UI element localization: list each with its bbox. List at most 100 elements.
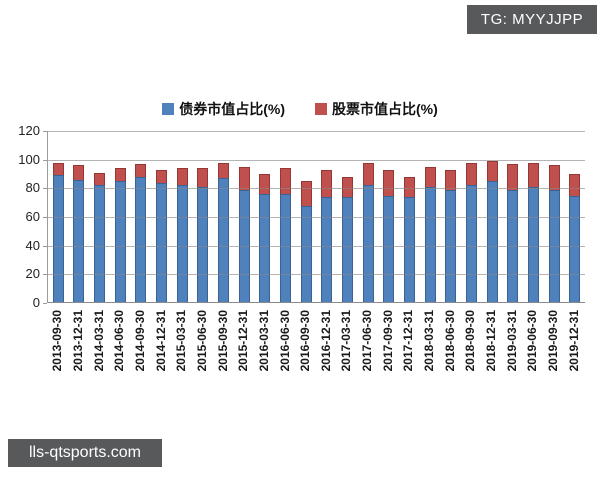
legend-swatch-stock — [315, 103, 327, 115]
bar-segment-stock — [218, 162, 230, 179]
bar-2015-12-31 — [238, 166, 250, 303]
bar-segment-bond — [486, 181, 498, 303]
x-tick-label-2017-06-30: 2017-06-30 — [360, 310, 375, 372]
bar-segment-bond — [321, 196, 333, 303]
x-tick-label-2019-06-30: 2019-06-30 — [525, 310, 540, 372]
bar-segment-bond — [135, 176, 147, 303]
gridline-y40 — [48, 245, 585, 247]
x-tick-label-2014-09-30: 2014-09-30 — [132, 310, 147, 372]
bar-segment-bond — [341, 196, 353, 303]
legend-label-bond: 债券市值占比(%) — [179, 101, 285, 117]
bar-2018-03-31 — [424, 166, 436, 303]
bar-segment-stock — [52, 162, 64, 176]
bar-segment-bond — [114, 181, 126, 303]
plot-area — [43, 131, 585, 304]
bar-segment-bond — [362, 185, 374, 303]
bar-2016-03-31 — [259, 174, 271, 303]
bar-2017-03-31 — [341, 176, 353, 303]
y-tick-label-100: 100 — [18, 151, 40, 167]
bar-2018-06-30 — [445, 169, 457, 303]
y-tick-label-40: 40 — [25, 237, 40, 253]
site-watermark-text: lls-qtsports.com — [28, 444, 142, 461]
bar-segment-stock — [548, 165, 560, 190]
bar-segment-bond — [259, 194, 271, 303]
x-tick-label-2014-12-31: 2014-12-31 — [153, 310, 168, 372]
bar-segment-stock — [114, 168, 126, 182]
bar-segment-stock — [197, 168, 209, 187]
bar-segment-stock — [156, 169, 168, 183]
bar-segment-bond — [176, 185, 188, 303]
bar-segment-bond — [197, 186, 209, 303]
x-tick-label-2016-12-31: 2016-12-31 — [318, 310, 333, 372]
bar-segment-stock — [403, 176, 415, 197]
y-tick-mark — [43, 217, 47, 218]
tg-watermark-text: TG: MYYJJPP — [480, 11, 584, 28]
y-tick-mark — [43, 188, 47, 190]
y-tick-label-120: 120 — [18, 123, 40, 138]
y-tick-mark — [43, 159, 47, 161]
x-tick-label-2018-09-30: 2018-09-30 — [463, 310, 478, 372]
y-tick-label-60: 60 — [25, 209, 40, 224]
bar-2017-12-31 — [403, 176, 415, 303]
bar-segment-stock — [135, 163, 147, 177]
bar-2014-03-31 — [94, 172, 106, 303]
x-tick-label-2018-06-30: 2018-06-30 — [442, 310, 457, 372]
bar-segment-stock — [259, 174, 271, 195]
x-tick-label-2015-03-31: 2015-03-31 — [174, 310, 189, 372]
bar-2014-09-30 — [135, 163, 147, 303]
x-tick-label-2016-09-30: 2016-09-30 — [298, 310, 313, 372]
gridline-y80 — [48, 188, 585, 190]
bar-2019-09-30 — [548, 165, 560, 303]
bar-segment-stock — [73, 165, 85, 180]
bar-2013-09-30 — [52, 162, 64, 303]
bar-segment-bond — [156, 182, 168, 303]
bar-segment-bond — [569, 195, 581, 303]
bar-segment-stock — [321, 169, 333, 197]
gridline-y20 — [48, 274, 585, 276]
y-tick-mark — [43, 303, 47, 304]
bar-2018-09-30 — [465, 162, 477, 303]
legend-item-stock: 股票市值占比(%) — [315, 99, 438, 119]
bar-2017-06-30 — [362, 162, 374, 303]
x-tick-label-2019-12-31: 2019-12-31 — [566, 310, 581, 372]
x-tick-label-2018-03-31: 2018-03-31 — [422, 310, 437, 372]
bar-segment-stock — [238, 166, 250, 190]
bar-segment-stock — [280, 168, 292, 195]
y-axis-line — [47, 131, 48, 303]
x-tick-label-2017-09-30: 2017-09-30 — [380, 310, 395, 372]
y-tick-mark — [43, 274, 47, 276]
x-tick-label-2014-06-30: 2014-06-30 — [112, 310, 127, 372]
x-tick-label-2014-03-31: 2014-03-31 — [91, 310, 106, 372]
bar-segment-stock — [341, 176, 353, 197]
bar-segment-bond — [280, 194, 292, 303]
x-tick-label-2017-12-31: 2017-12-31 — [401, 310, 416, 372]
tg-watermark-badge: TG: MYYJJPP — [467, 5, 597, 34]
bar-segment-stock — [176, 168, 188, 186]
x-tick-label-2016-03-31: 2016-03-31 — [256, 310, 271, 372]
legend-swatch-bond — [162, 103, 175, 115]
bar-2019-12-31 — [569, 174, 581, 303]
bar-segment-stock — [486, 161, 498, 182]
bar-segment-bond — [73, 179, 85, 303]
bar-2016-09-30 — [300, 181, 312, 303]
bar-segment-stock — [569, 174, 581, 196]
gridline-y120 — [48, 131, 585, 132]
bar-segment-bond — [403, 196, 415, 303]
bar-2015-03-31 — [176, 168, 188, 303]
gridline-y100 — [48, 159, 585, 161]
x-tick-label-2019-03-31: 2019-03-31 — [504, 310, 519, 372]
bar-2014-12-31 — [156, 169, 168, 303]
y-tick-mark — [43, 131, 47, 132]
bar-segment-bond — [383, 195, 395, 303]
bar-2019-03-31 — [507, 163, 519, 303]
bar-segment-stock — [383, 169, 395, 196]
y-tick-mark — [43, 245, 47, 247]
bar-2015-06-30 — [197, 168, 209, 303]
bar-segment-stock — [94, 172, 106, 186]
y-tick-label-80: 80 — [25, 180, 40, 196]
bar-segment-stock — [300, 181, 312, 206]
bar-2019-06-30 — [527, 162, 539, 303]
x-tick-label-2013-09-30: 2013-09-30 — [50, 310, 65, 372]
bar-segment-bond — [218, 178, 230, 303]
